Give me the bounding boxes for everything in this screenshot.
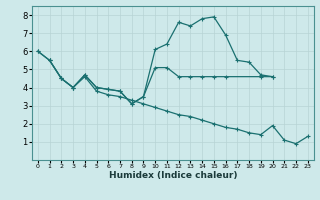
X-axis label: Humidex (Indice chaleur): Humidex (Indice chaleur) (108, 171, 237, 180)
